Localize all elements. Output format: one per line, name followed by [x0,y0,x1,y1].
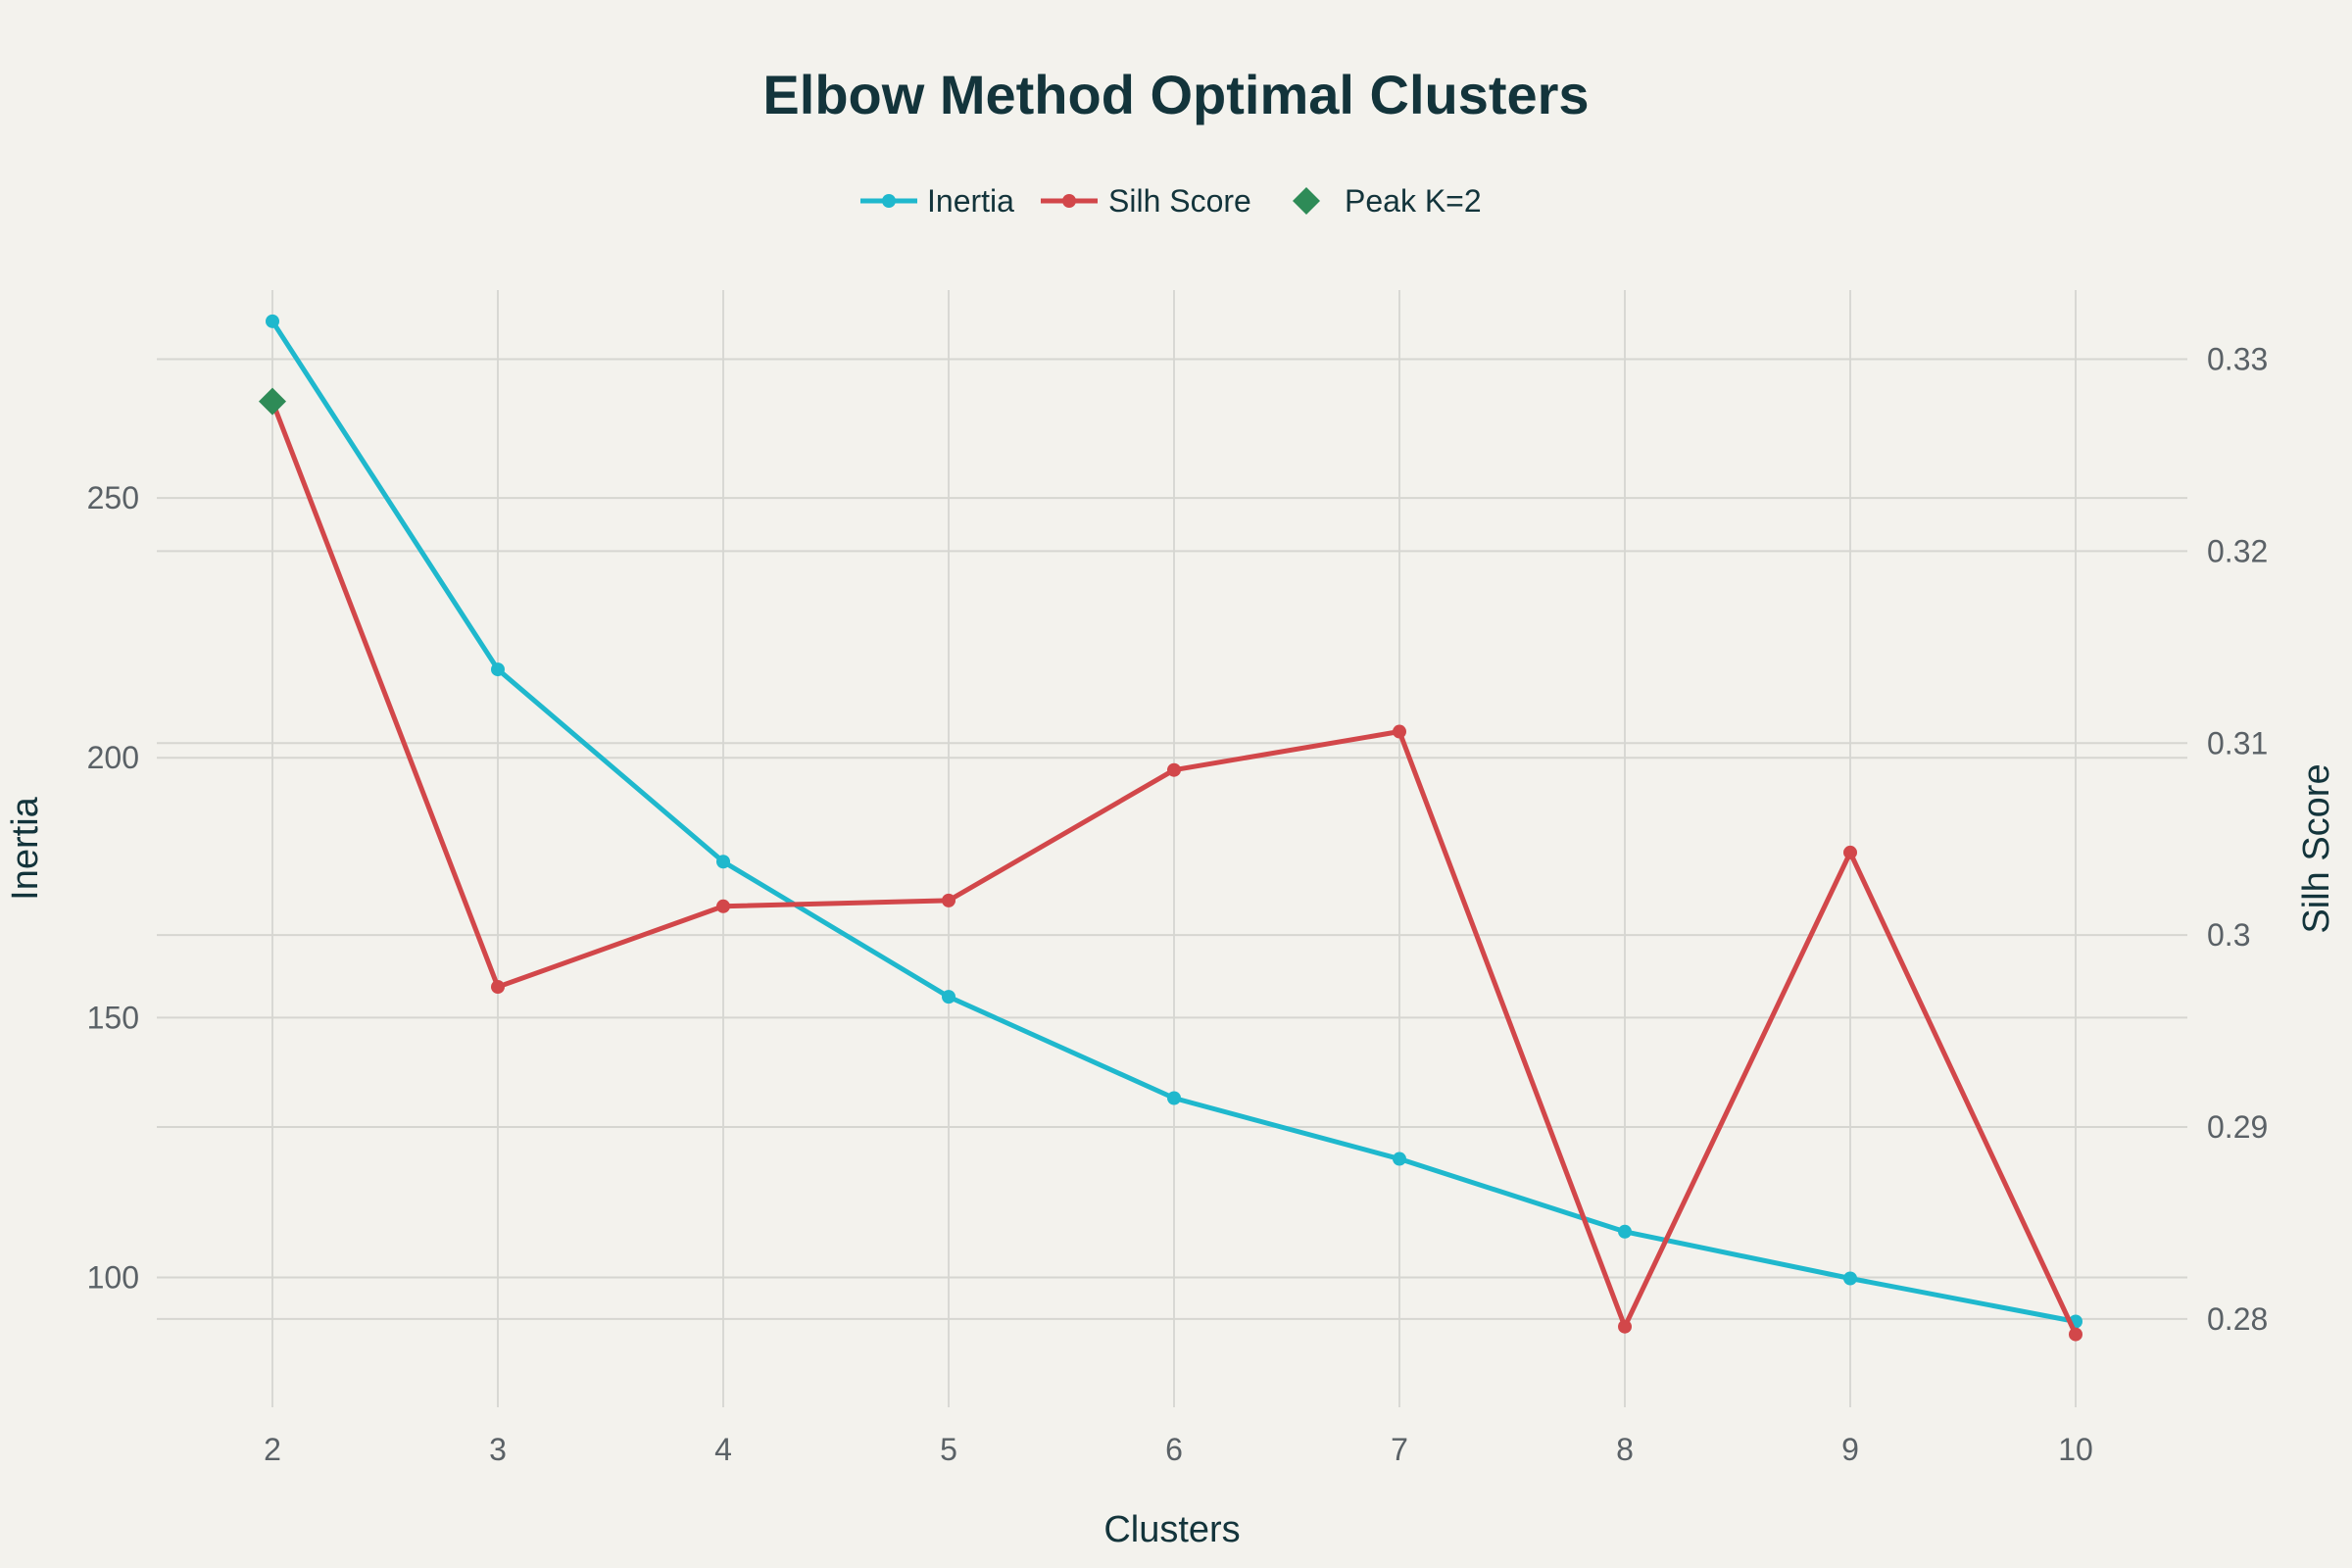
grid [157,290,2187,1407]
legend-marker-peak-diamond-icon [1293,187,1320,215]
x-tick-label: 9 [1841,1432,1859,1467]
silh-score-point [942,893,956,907]
inertia-point [491,662,505,677]
y-axis-right-title: Silh Score [2296,763,2337,933]
y-left-tick-label: 100 [87,1259,139,1295]
x-tick-label: 5 [940,1432,957,1467]
silh-score-point [1618,1319,1632,1334]
legend-label-peak: Peak K=2 [1345,183,1482,219]
peak-marker-diamond [259,387,286,416]
y-right-tick-label: 0.31 [2207,725,2268,760]
y-right-tick-label: 0.33 [2207,342,2268,377]
silh-score-point [1393,724,1406,739]
x-tick-label: 10 [2058,1432,2093,1467]
legend-item-peak[interactable]: Peak K=2 [1293,183,1482,219]
series [259,314,2082,1342]
legend-item-inertia[interactable]: Inertia [860,183,1014,219]
inertia-point [1167,1091,1181,1105]
silh-score-point [716,899,730,913]
legend-label-inertia: Inertia [927,183,1014,219]
legend-marker-silh-score [1062,194,1076,208]
inertia-point [942,990,956,1004]
y-right-tick-label: 0.32 [2207,533,2268,568]
y-right-tick-label: 0.29 [2207,1109,2268,1145]
x-axis-title: Clusters [1103,1509,1240,1550]
inertia-point [1393,1152,1406,1166]
chart-title: Elbow Method Optimal Clusters [762,64,1589,125]
y-right-tick-label: 0.28 [2207,1301,2268,1337]
x-tick-label: 3 [489,1432,507,1467]
legend-item-silh-score[interactable]: Silh Score [1041,183,1251,219]
legend-label-silh-score: Silh Score [1108,183,1251,219]
tick-labels: 2 3 4 5 6 7 8 9 10 100 150 200 250 0.28 0.29 0.3 0.31 0.3… [87,342,2269,1467]
x-tick-label: 4 [714,1432,732,1467]
y-left-tick-label: 150 [87,1000,139,1035]
y-left-tick-label: 250 [87,480,139,515]
silh-score-point [491,980,505,995]
x-tick-label: 8 [1616,1432,1634,1467]
legend: Inertia Silh Score Peak K=2 [860,183,1482,219]
legend-marker-inertia [882,194,896,208]
inertia-point [1618,1224,1632,1239]
y-axis-left-title: Inertia [5,796,46,900]
x-tick-label: 6 [1165,1432,1183,1467]
inertia-point [716,855,730,869]
silh-score-point [1843,845,1857,859]
silh-score-point [2069,1327,2082,1342]
x-tick-label: 2 [264,1432,281,1467]
y-left-tick-label: 200 [87,740,139,775]
inertia-point [1843,1271,1857,1286]
inertia-point [266,314,279,328]
y-right-tick-label: 0.3 [2207,917,2250,953]
x-tick-label: 7 [1391,1432,1408,1467]
silh-score-point [1167,762,1181,777]
